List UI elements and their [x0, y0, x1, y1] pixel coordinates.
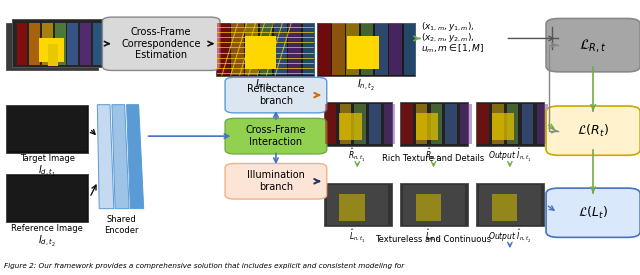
Bar	[274, 23, 287, 75]
Bar	[479, 185, 541, 225]
Text: Reference Image: Reference Image	[11, 224, 83, 233]
Bar	[49, 45, 58, 66]
Bar	[400, 102, 468, 146]
Bar	[217, 23, 230, 75]
Bar	[340, 104, 351, 144]
Bar	[404, 23, 417, 75]
Bar	[403, 185, 465, 225]
Bar	[80, 23, 91, 65]
Bar	[6, 174, 88, 222]
FancyBboxPatch shape	[225, 118, 327, 154]
FancyBboxPatch shape	[225, 77, 327, 113]
Polygon shape	[112, 105, 129, 209]
Bar	[288, 23, 301, 75]
Text: Cross-Frame
Correspondence
Estimation: Cross-Frame Correspondence Estimation	[122, 27, 201, 60]
Text: Rich Texture and Details: Rich Texture and Details	[383, 154, 484, 163]
Text: $(x_{1,m}, y_{1,m}),$: $(x_{1,m}, y_{1,m}),$	[422, 20, 475, 33]
Bar	[216, 23, 314, 76]
Bar	[522, 104, 533, 144]
Bar	[361, 23, 374, 75]
Text: Shared
Encoder: Shared Encoder	[104, 216, 139, 235]
Text: Target Image: Target Image	[20, 154, 75, 163]
Bar	[327, 185, 388, 225]
Text: Illumination
branch: Illumination branch	[247, 170, 305, 192]
Bar	[346, 23, 359, 75]
Text: Figure 2: Our framework provides a comprehensive solution that includes explicit: Figure 2: Our framework provides a compr…	[4, 263, 404, 269]
Bar	[93, 23, 104, 65]
Text: $I_{n,t_2}$: $I_{n,t_2}$	[356, 78, 374, 93]
Bar	[260, 23, 273, 75]
FancyBboxPatch shape	[102, 17, 220, 70]
Polygon shape	[127, 105, 144, 209]
Bar	[339, 194, 365, 221]
Text: $I_{d,t_1}$: $I_{d,t_1}$	[38, 164, 56, 178]
FancyBboxPatch shape	[546, 18, 640, 72]
Bar	[67, 23, 78, 65]
Bar	[17, 23, 28, 65]
Text: Reflectance
branch: Reflectance branch	[247, 84, 305, 106]
FancyBboxPatch shape	[546, 106, 640, 155]
FancyBboxPatch shape	[225, 164, 327, 199]
Bar	[355, 104, 366, 144]
Bar	[39, 38, 64, 62]
Bar	[324, 102, 392, 146]
Bar	[332, 23, 345, 75]
Bar	[324, 183, 392, 226]
Bar	[245, 36, 276, 69]
Text: $\mathcal{L}_{R,t}$: $\mathcal{L}_{R,t}$	[579, 37, 607, 54]
Bar	[339, 113, 362, 140]
Bar	[400, 183, 468, 226]
Bar	[7, 176, 87, 221]
Text: Output $\hat{I}_{n,t_2}$: Output $\hat{I}_{n,t_2}$	[488, 228, 532, 245]
Bar	[476, 183, 544, 226]
Bar	[416, 104, 428, 144]
Text: $\hat{R}_{n,t_1}$: $\hat{R}_{n,t_1}$	[348, 147, 366, 164]
Bar	[492, 104, 504, 144]
Bar	[507, 104, 518, 144]
Bar	[401, 104, 413, 144]
Bar	[476, 102, 544, 146]
Bar	[384, 104, 396, 144]
Bar	[431, 104, 442, 144]
Bar	[492, 113, 515, 140]
Bar	[416, 194, 441, 221]
Text: $I_{n,t_1}$: $I_{n,t_1}$	[255, 78, 273, 93]
Text: $I_{d,t_2}$: $I_{d,t_2}$	[38, 234, 56, 249]
Bar	[477, 104, 489, 144]
Polygon shape	[97, 105, 114, 209]
Bar	[55, 23, 65, 65]
Bar	[347, 36, 379, 69]
Bar	[231, 23, 244, 75]
Text: Textureless and Continuous: Textureless and Continuous	[376, 235, 492, 244]
Text: $\hat{L}_{n,t_2}$: $\hat{L}_{n,t_2}$	[426, 228, 442, 245]
Bar	[42, 23, 53, 65]
Text: $u_m, m \in [1,M]$: $u_m, m \in [1,M]$	[422, 42, 484, 55]
Bar	[6, 23, 98, 70]
Bar	[325, 104, 336, 144]
Bar	[369, 104, 381, 144]
Bar	[12, 19, 104, 67]
Bar	[389, 23, 402, 75]
Bar	[303, 23, 316, 75]
Bar	[536, 104, 548, 144]
Text: $\mathcal{L}(L_t)$: $\mathcal{L}(L_t)$	[578, 205, 608, 221]
Bar	[318, 23, 331, 75]
Bar	[492, 194, 518, 221]
Bar	[375, 23, 388, 75]
Text: $\hat{L}_{n,t_1}$: $\hat{L}_{n,t_1}$	[349, 228, 365, 245]
FancyBboxPatch shape	[546, 188, 640, 237]
Bar	[416, 113, 438, 140]
Bar	[6, 105, 88, 153]
Text: $(x_{2,m}, y_{2,m}),$: $(x_{2,m}, y_{2,m}),$	[422, 31, 475, 44]
Text: $\mathcal{L}(R_t)$: $\mathcal{L}(R_t)$	[577, 123, 609, 139]
Bar	[445, 104, 457, 144]
Bar	[245, 23, 258, 75]
Text: $\hat{R}_{n,t_2}$: $\hat{R}_{n,t_2}$	[425, 147, 442, 164]
Bar	[460, 104, 472, 144]
Bar	[7, 106, 87, 151]
Bar	[317, 23, 415, 76]
Bar	[29, 23, 40, 65]
Text: Output $\hat{I}_{n,t_1}$: Output $\hat{I}_{n,t_1}$	[488, 147, 532, 164]
Text: Cross-Frame
Interaction: Cross-Frame Interaction	[246, 125, 306, 147]
